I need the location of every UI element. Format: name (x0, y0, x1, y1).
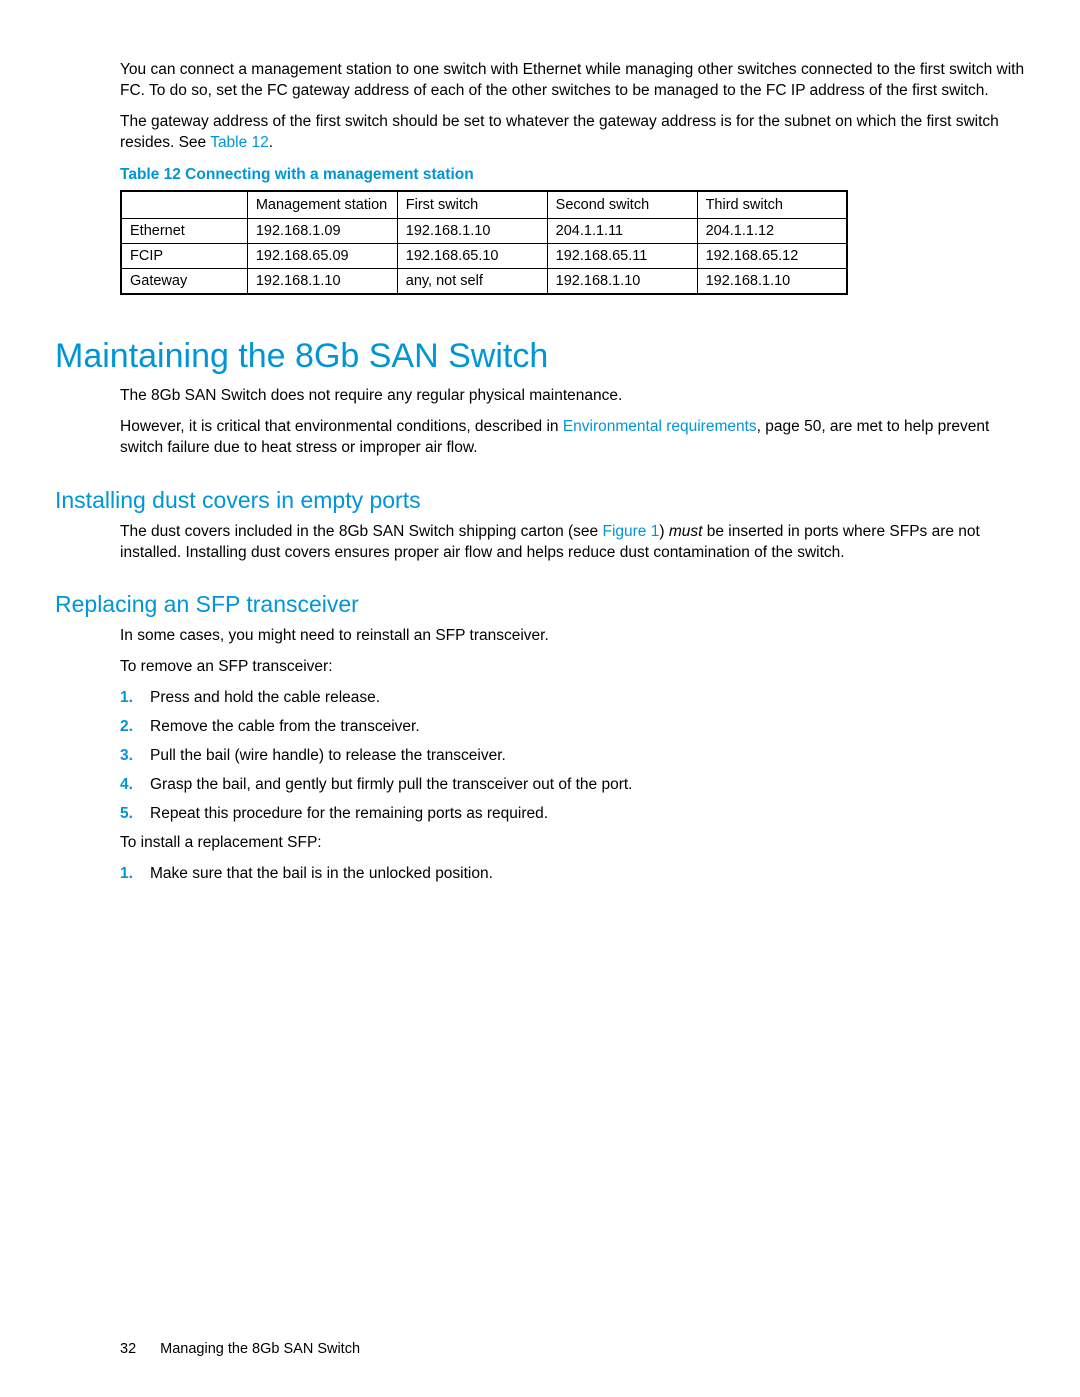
list-item: 5. Repeat this procedure for the remainin… (120, 804, 1025, 825)
intro-paragraph-1: You can connect a management station to … (120, 60, 1025, 102)
table-cell: 192.168.65.10 (397, 243, 547, 268)
figure-1-link[interactable]: Figure 1 (602, 523, 659, 540)
step-number: 1. (120, 864, 133, 885)
table-header-third: Third switch (697, 191, 847, 219)
env-requirements-link[interactable]: Environmental requirements (563, 418, 757, 435)
list-item: 2. Remove the cable from the transceiver. (120, 717, 1025, 738)
list-item: 4. Grasp the bail, and gently but firmly … (120, 775, 1025, 796)
step-number: 1. (120, 688, 133, 709)
table-cell: 192.168.1.10 (697, 268, 847, 294)
table-caption: Table 12 Connecting with a management st… (120, 166, 1025, 184)
table-cell: 192.168.1.10 (547, 268, 697, 294)
step-number: 5. (120, 804, 133, 825)
table-row: Gateway 192.168.1.10 any, not self 192.1… (121, 268, 847, 294)
intro-p2-text-b: . (269, 134, 273, 151)
list-item: 3. Pull the bail (wire handle) to release… (120, 746, 1025, 767)
maint-p2: However, it is critical that environment… (120, 417, 1025, 459)
heading-dust-covers: Installing dust covers in empty ports (55, 487, 1025, 514)
remove-steps-list: 1. Press and hold the cable release. 2. Re… (120, 688, 1025, 825)
table-cell: 192.168.1.09 (247, 218, 397, 243)
step-text: Make sure that the bail is in the unlock… (150, 865, 493, 882)
table-cell: 192.168.1.10 (247, 268, 397, 294)
table-cell: Gateway (121, 268, 247, 294)
table-cell: 192.168.1.10 (397, 218, 547, 243)
maint-p1: The 8Gb SAN Switch does not require any … (120, 386, 1025, 407)
table-row: Ethernet 192.168.1.09 192.168.1.10 204.1… (121, 218, 847, 243)
heading-maintaining: Maintaining the 8Gb SAN Switch (55, 337, 1025, 376)
table-cell: FCIP (121, 243, 247, 268)
table-header-row: Management station First switch Second s… (121, 191, 847, 219)
dust-p1-b: ) (659, 523, 668, 540)
table-12-link[interactable]: Table 12 (210, 134, 269, 151)
step-text: Grasp the bail, and gently but firmly pu… (150, 776, 632, 793)
install-steps-list: 1. Make sure that the bail is in the unlo… (120, 864, 1025, 885)
table-cell: 204.1.1.11 (547, 218, 697, 243)
list-item: 1. Press and hold the cable release. (120, 688, 1025, 709)
maint-p2-a: However, it is critical that environment… (120, 418, 563, 435)
dust-p1-italic: must (669, 523, 703, 540)
table-row: FCIP 192.168.65.09 192.168.65.10 192.168… (121, 243, 847, 268)
table-cell: 192.168.65.09 (247, 243, 397, 268)
table-cell: any, not self (397, 268, 547, 294)
dust-p1-a: The dust covers included in the 8Gb SAN … (120, 523, 602, 540)
step-number: 4. (120, 775, 133, 796)
sfp-p3: To install a replacement SFP: (120, 833, 1025, 854)
page-number: 32 (120, 1341, 136, 1357)
list-item: 1. Make sure that the bail is in the unlo… (120, 864, 1025, 885)
table-cell: Ethernet (121, 218, 247, 243)
table-cell: 192.168.65.12 (697, 243, 847, 268)
sfp-p1: In some cases, you might need to reinsta… (120, 626, 1025, 647)
intro-paragraph-2: The gateway address of the first switch … (120, 112, 1025, 154)
step-number: 3. (120, 746, 133, 767)
step-text: Pull the bail (wire handle) to release t… (150, 747, 506, 764)
step-text: Press and hold the cable release. (150, 689, 380, 706)
step-text: Remove the cable from the transceiver. (150, 718, 420, 735)
table-header-blank (121, 191, 247, 219)
sfp-p2: To remove an SFP transceiver: (120, 657, 1025, 678)
step-number: 2. (120, 717, 133, 738)
table-header-second: Second switch (547, 191, 697, 219)
table-cell: 204.1.1.12 (697, 218, 847, 243)
page-footer: 32 Managing the 8Gb SAN Switch (120, 1341, 360, 1357)
management-station-table: Management station First switch Second s… (120, 190, 848, 295)
dust-p1: The dust covers included in the 8Gb SAN … (120, 522, 1025, 564)
footer-title: Managing the 8Gb SAN Switch (160, 1341, 360, 1357)
table-header-mgmt: Management station (247, 191, 397, 219)
table-cell: 192.168.65.11 (547, 243, 697, 268)
table-header-first: First switch (397, 191, 547, 219)
heading-sfp: Replacing an SFP transceiver (55, 591, 1025, 618)
step-text: Repeat this procedure for the remaining … (150, 805, 548, 822)
